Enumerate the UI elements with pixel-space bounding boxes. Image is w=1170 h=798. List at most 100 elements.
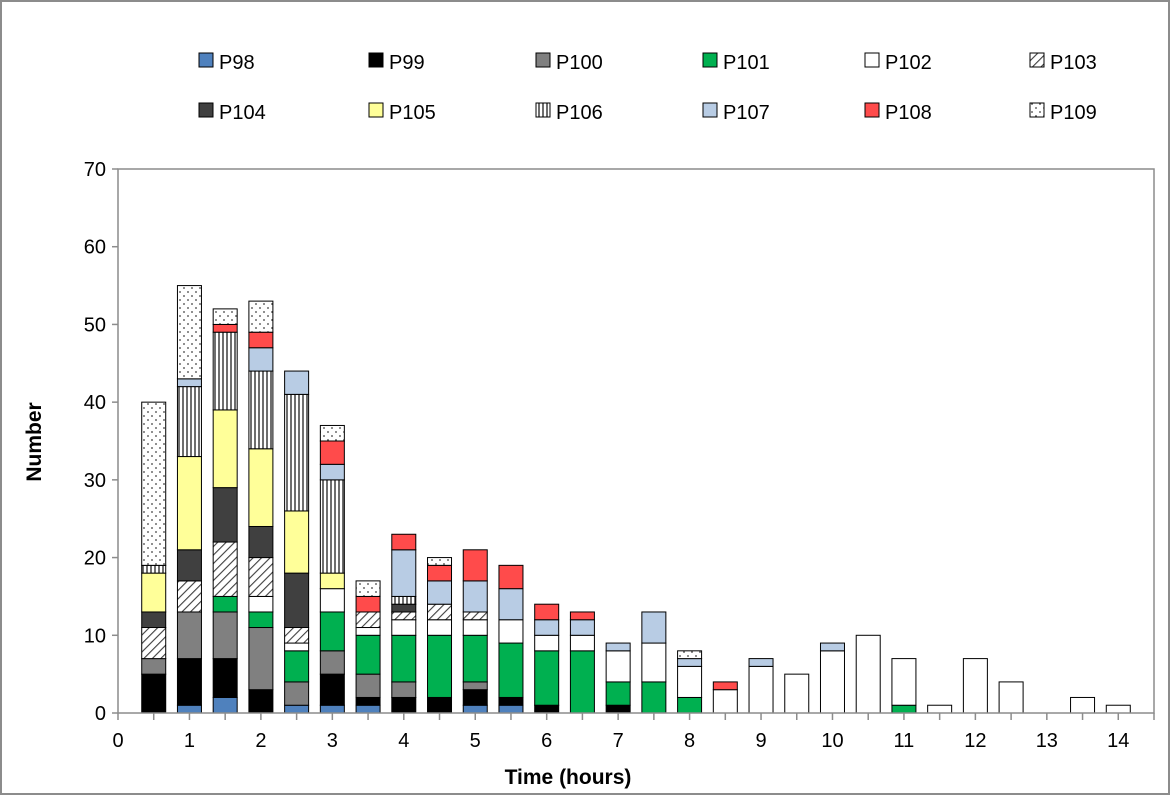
bar-segment-p108 — [391, 533, 417, 551]
x-axis-label: Time (hours) — [505, 766, 632, 789]
legend-label: P100 — [556, 52, 603, 74]
bar-segment-p101 — [498, 642, 524, 698]
legend-item-p99: P99 — [368, 52, 425, 74]
bar-segment-p107 — [748, 658, 774, 667]
bar-segment-p101 — [569, 650, 595, 714]
bar-segment-p100 — [284, 681, 310, 706]
bar-segment-p102 — [784, 673, 810, 714]
bar-segment-p103 — [284, 627, 310, 644]
bar-segment-p100 — [462, 681, 488, 691]
legend-label: P99 — [389, 52, 425, 74]
x-tick-label: 2 — [255, 730, 266, 752]
bar-segment-p100 — [212, 611, 238, 660]
bar-segment-p99 — [498, 696, 524, 706]
bar-segment-p102 — [962, 658, 988, 714]
bar-segment-p102 — [355, 627, 381, 636]
bar-segment-p102 — [284, 642, 310, 652]
bar-segment-p107 — [427, 580, 453, 605]
bar-segment-p107 — [641, 611, 667, 644]
bar-segment-p105 — [284, 510, 310, 574]
plot-border — [117, 168, 1155, 714]
bar-segment-p101 — [355, 634, 381, 675]
legend-swatch — [702, 102, 718, 118]
bar-segment-p101 — [534, 650, 560, 706]
bar-segment-p107 — [319, 463, 345, 481]
bar-segment-p107 — [534, 619, 560, 636]
bar-segment-p100 — [391, 681, 417, 698]
bar-segment-p103 — [427, 603, 453, 621]
bar-segment-p108 — [712, 681, 738, 691]
bar-segment-p101 — [319, 611, 345, 652]
y-tick-label: 60 — [84, 237, 106, 259]
legend-swatch — [198, 52, 214, 68]
bar-segment-p104 — [176, 549, 202, 582]
bar-segment-p100 — [355, 673, 381, 698]
legend-item-p108: P108 — [864, 102, 932, 124]
legend-label: P104 — [219, 102, 266, 124]
legend-item-p102: P102 — [864, 52, 932, 74]
bar-segment-p102 — [748, 665, 774, 714]
x-tick-label: 0 — [112, 730, 123, 752]
bar-segment-p108 — [248, 331, 274, 349]
legend-label: P106 — [556, 102, 603, 124]
bar-segment-p109 — [677, 650, 703, 660]
bar-segment-p107 — [176, 378, 202, 388]
x-tick-label: 4 — [398, 730, 409, 752]
bar-segment-p108 — [569, 611, 595, 621]
bar-segment-p107 — [498, 588, 524, 621]
bar-segment-p99 — [391, 696, 417, 714]
y-axis-label: Number — [23, 402, 46, 481]
bar-segment-p107 — [605, 642, 631, 652]
legend-swatch — [535, 52, 551, 68]
x-tick-label: 5 — [470, 730, 481, 752]
x-tick-label: 6 — [541, 730, 552, 752]
x-tick-label: 3 — [327, 730, 338, 752]
bar-segment-p101 — [891, 704, 917, 714]
bar-segment-p109 — [141, 401, 167, 566]
legend-item-p104: P104 — [198, 102, 266, 124]
legend-label: P101 — [723, 52, 770, 74]
bar-segment-p101 — [462, 634, 488, 683]
legend-label: P102 — [885, 52, 932, 74]
bar-segment-p108 — [462, 549, 488, 582]
bar-segment-p103 — [355, 611, 381, 629]
legend-swatch — [1029, 102, 1045, 118]
bar-segment-p109 — [427, 557, 453, 566]
bar-segment-p102 — [1105, 704, 1131, 714]
bar-segment-p102 — [819, 650, 845, 714]
legend-swatch — [368, 52, 384, 68]
bar-segment-p102 — [534, 634, 560, 652]
bar-segment-p102 — [427, 619, 453, 636]
legend-label: P103 — [1050, 52, 1097, 74]
legend-item-p107: P107 — [702, 102, 770, 124]
bar-segment-p98 — [176, 704, 202, 714]
bar-segment-p102 — [855, 634, 881, 714]
bar-segment-p103 — [248, 557, 274, 597]
x-tick-label: 13 — [1036, 730, 1058, 752]
legend-label: P107 — [723, 102, 770, 124]
y-tick-label: 50 — [84, 314, 106, 336]
bar-segment-p98 — [319, 704, 345, 714]
bar-segment-p98 — [284, 704, 310, 714]
x-tick-label: 10 — [821, 730, 843, 752]
bar-segment-p103 — [462, 611, 488, 621]
bar-segment-p107 — [284, 370, 310, 395]
bar-segment-p107 — [391, 549, 417, 597]
plot-area — [141, 285, 1131, 714]
bar-segment-p106 — [212, 331, 238, 411]
bar-segment-p104 — [284, 572, 310, 629]
bar-segment-p105 — [319, 572, 345, 590]
bar-segment-p106 — [391, 595, 417, 605]
bar-segment-p105 — [176, 456, 202, 551]
bar-segment-p102 — [498, 619, 524, 644]
bar-segment-p99 — [605, 704, 631, 714]
y-tick-label: 70 — [84, 159, 106, 181]
x-tick-label: 7 — [613, 730, 624, 752]
bar-segment-p109 — [319, 424, 345, 442]
legend: P98 P99 P100 P101 P102 P103 P104 P105 P106 P107 P1… — [198, 52, 1097, 124]
bar-segment-p102 — [605, 650, 631, 683]
bar-segment-p103 — [141, 627, 167, 660]
legend-swatch — [198, 102, 214, 118]
bar-segment-p107 — [569, 619, 595, 636]
